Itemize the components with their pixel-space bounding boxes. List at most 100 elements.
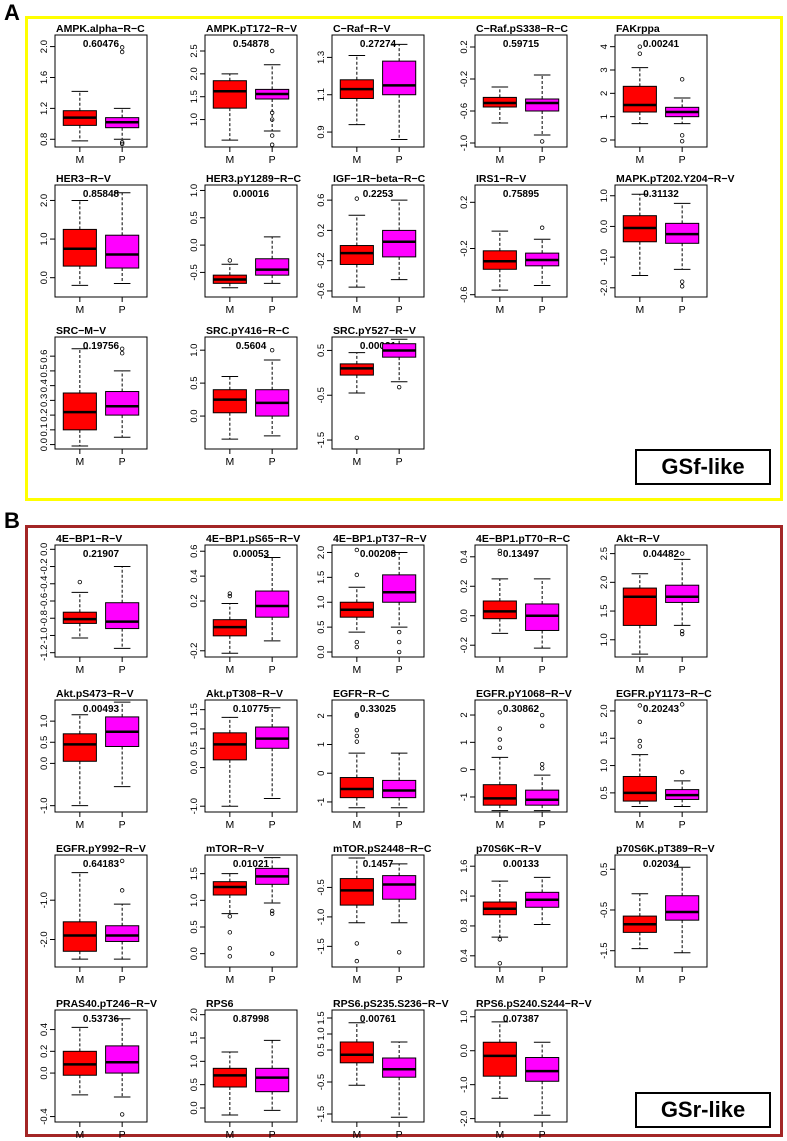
y-tick-label: 0.8 bbox=[39, 133, 50, 146]
box-p bbox=[105, 602, 140, 630]
p-value-label: 0.54878 bbox=[233, 39, 270, 50]
boxplot-egfr-py992-r-v: EGFR.pY992−R−V 0.64183 -2.0 -1.0 M P bbox=[39, 843, 148, 986]
y-tick-label: 4 bbox=[599, 44, 610, 49]
box-m bbox=[482, 600, 517, 620]
x-tick-label: M bbox=[225, 974, 234, 986]
x-tick-label: P bbox=[679, 819, 686, 831]
y-tick-label: -0.5 bbox=[316, 1074, 327, 1090]
p-value-label: 0.21907 bbox=[83, 549, 120, 560]
panel-a-frame bbox=[25, 16, 783, 501]
y-tick-label: -0.6 bbox=[459, 287, 470, 303]
p-value-label: 0.20243 bbox=[643, 704, 680, 715]
y-tick-label: -0.5 bbox=[189, 264, 200, 280]
boxplot-egfr-r-c: EGFR−R−C 0.33025 -1 0 1 2 M P bbox=[316, 688, 425, 831]
y-tick-label: 2 bbox=[316, 713, 327, 718]
y-tick-label: -0.6 bbox=[459, 103, 470, 119]
boxplot-src-py416-r-c: SRC.pY416−R−C 0.5604 0.0 0.5 1.0 M P bbox=[189, 325, 298, 468]
outlier-point bbox=[637, 51, 643, 56]
plot-title: AMPK.pT172−R−V bbox=[206, 23, 297, 35]
outlier-point bbox=[227, 591, 233, 596]
outlier-point bbox=[354, 572, 360, 578]
plot-title: IGF−1R−beta−R−C bbox=[333, 173, 426, 185]
x-tick-label: M bbox=[352, 974, 361, 986]
y-tick-label: 0.0 bbox=[39, 1066, 50, 1079]
y-tick-label: 0.0 bbox=[189, 947, 200, 960]
y-tick-label: 0.6 bbox=[189, 545, 200, 558]
plot-title: SRC−M−V bbox=[56, 325, 106, 337]
outlier-point bbox=[679, 279, 685, 284]
plot-frame bbox=[331, 184, 425, 298]
outlier-point bbox=[119, 888, 125, 893]
plot-frame bbox=[54, 544, 148, 658]
y-tick-label: -0.2 bbox=[316, 252, 327, 268]
outlier-point bbox=[497, 737, 503, 742]
y-tick-label: 0.2 bbox=[459, 40, 470, 53]
outlier-point bbox=[354, 712, 360, 717]
y-tick-label: 0.4 bbox=[189, 570, 200, 583]
box-p bbox=[525, 98, 560, 112]
y-tick-label: 0 bbox=[459, 767, 470, 772]
outlier-point bbox=[119, 346, 125, 351]
x-tick-label: M bbox=[352, 304, 361, 316]
y-tick-label: 2 bbox=[599, 91, 610, 96]
outlier-point bbox=[227, 946, 233, 951]
y-tick-label: 0.4 bbox=[459, 550, 470, 563]
outlier-point bbox=[119, 140, 125, 145]
x-tick-label: M bbox=[225, 819, 234, 831]
x-tick-label: M bbox=[635, 154, 644, 166]
y-tick-label: -0.2 bbox=[189, 643, 200, 659]
y-tick-label: 0.5 bbox=[189, 920, 200, 933]
outlier-point bbox=[354, 958, 360, 964]
x-tick-label: M bbox=[352, 154, 361, 166]
x-tick-label: M bbox=[225, 1129, 234, 1141]
plot-title: EGFR−R−C bbox=[333, 688, 390, 700]
x-tick-label: P bbox=[679, 304, 686, 316]
y-tick-label: -1.0 bbox=[459, 135, 470, 151]
outlier-point bbox=[269, 911, 275, 916]
y-tick-label: -1.2 bbox=[39, 645, 50, 661]
x-tick-label: M bbox=[225, 304, 234, 316]
panel-a-tag: GSf-like bbox=[635, 449, 771, 485]
y-tick-label: -2.0 bbox=[459, 1110, 470, 1126]
y-tick-label: 1 bbox=[599, 114, 610, 119]
y-tick-label: -1.0 bbox=[599, 249, 610, 265]
x-tick-label: P bbox=[679, 664, 686, 676]
y-tick-label: 0.0 bbox=[39, 543, 50, 556]
y-tick-label: 0.1 bbox=[39, 423, 50, 436]
box-p bbox=[382, 60, 417, 96]
outlier-point bbox=[269, 48, 275, 54]
outlier-point bbox=[227, 914, 233, 919]
box-m bbox=[62, 611, 97, 624]
y-tick-label: -1.0 bbox=[459, 1076, 470, 1092]
plot-frame bbox=[204, 34, 298, 148]
plot-title: EGFR.pY992−R−V bbox=[56, 843, 146, 855]
y-tick-label: -0.6 bbox=[39, 593, 50, 609]
y-tick-label: 0.5 bbox=[189, 377, 200, 390]
x-tick-label: M bbox=[75, 664, 84, 676]
outlier-point bbox=[539, 139, 545, 144]
outlier-point bbox=[227, 593, 233, 599]
panel-b-letter: B bbox=[4, 508, 20, 533]
outlier-point bbox=[637, 719, 643, 725]
x-tick-label: M bbox=[352, 456, 361, 468]
plot-title: 4E−BP1−R−V bbox=[56, 533, 122, 545]
outlier-point bbox=[269, 951, 275, 956]
boxplot-pras40-pt246-r-v: PRAS40.pT246−R−V 0.53736 -0.4 0.0 0.2 0.4 M P bbox=[39, 998, 157, 1141]
x-tick-label: M bbox=[75, 304, 84, 316]
p-value-label: 0.00761 bbox=[360, 1014, 397, 1025]
boxplot-mtor-r-v: mTOR−R−V 0.01021 0.0 0.5 1.0 1.5 M P bbox=[189, 843, 298, 986]
x-tick-label: P bbox=[539, 1129, 546, 1141]
plot-title: Akt−R−V bbox=[616, 533, 660, 545]
plot-frame bbox=[331, 544, 425, 658]
box-m bbox=[212, 881, 247, 896]
plot-title: SRC.pY527−R−V bbox=[333, 325, 416, 337]
plot-title: AMPK.alpha−R−C bbox=[56, 23, 145, 35]
boxplot-akt-pt308-r-v: Akt.pT308−R−V 0.10775 -1.0 0.0 0.5 1.0 1.5 M P bbox=[189, 688, 298, 831]
y-tick-label: -0.4 bbox=[39, 1108, 50, 1124]
y-tick-label: 0.8 bbox=[459, 919, 470, 932]
outlier-point bbox=[637, 738, 643, 744]
outlier-point bbox=[269, 142, 275, 147]
plot-title: MAPK.pT202.Y204−R−V bbox=[616, 173, 734, 185]
outlier-point bbox=[497, 745, 503, 751]
y-tick-label: 3 bbox=[599, 67, 610, 72]
